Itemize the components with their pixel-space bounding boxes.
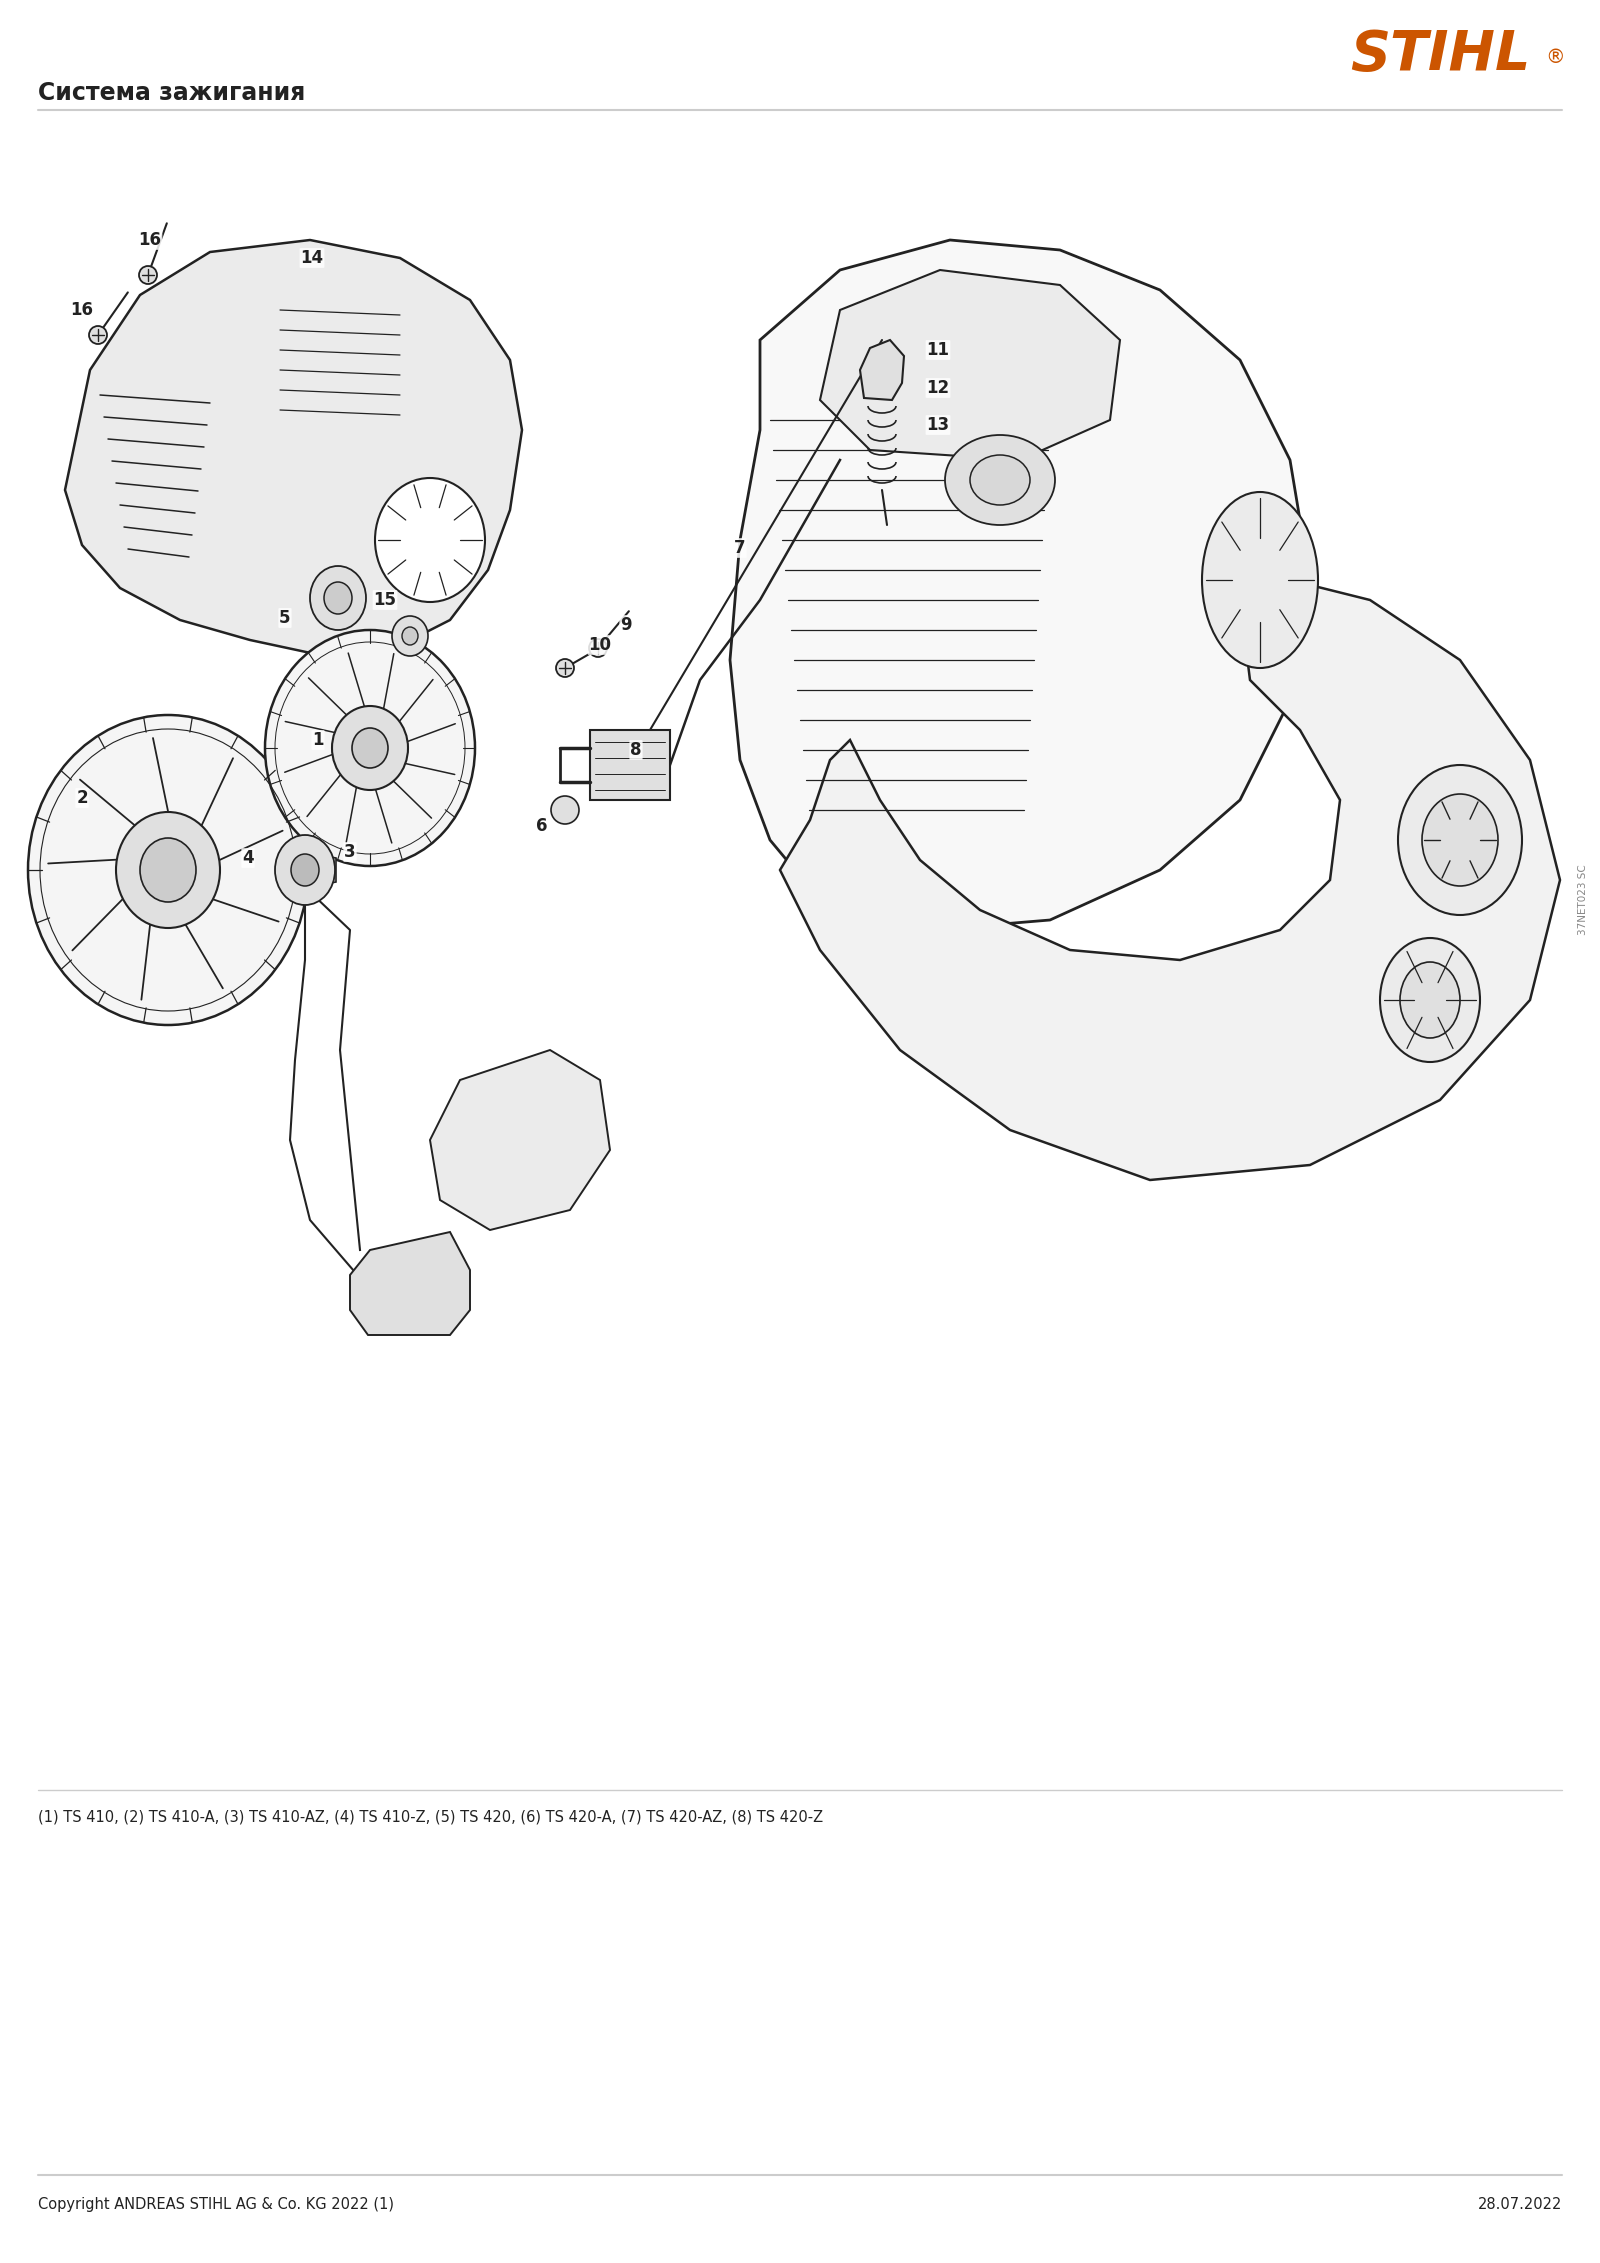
Text: 28.07.2022: 28.07.2022 — [1478, 2197, 1562, 2211]
Text: 15: 15 — [373, 591, 397, 609]
Text: 8: 8 — [630, 740, 642, 758]
Text: 14: 14 — [301, 249, 323, 267]
Polygon shape — [66, 240, 522, 654]
Polygon shape — [819, 269, 1120, 459]
Circle shape — [589, 638, 606, 656]
Text: (1) TS 410, (2) TS 410-A, (3) TS 410-AZ, (4) TS 410-Z, (5) TS 420, (6) TS 420-A,: (1) TS 410, (2) TS 410-A, (3) TS 410-AZ,… — [38, 1810, 822, 1824]
Ellipse shape — [29, 715, 307, 1025]
Polygon shape — [730, 240, 1310, 930]
Text: 2: 2 — [77, 790, 88, 808]
Text: 3: 3 — [344, 844, 355, 860]
Ellipse shape — [1400, 962, 1459, 1039]
Text: 16: 16 — [139, 231, 162, 249]
Ellipse shape — [1398, 765, 1522, 914]
Ellipse shape — [374, 477, 485, 602]
Polygon shape — [430, 1050, 610, 1231]
Ellipse shape — [275, 835, 334, 905]
Ellipse shape — [392, 616, 429, 656]
Ellipse shape — [1202, 491, 1318, 668]
Circle shape — [557, 659, 574, 677]
Text: 10: 10 — [589, 636, 611, 654]
Text: Copyright ANDREAS STIHL AG & Co. KG 2022 (1): Copyright ANDREAS STIHL AG & Co. KG 2022… — [38, 2197, 394, 2211]
Ellipse shape — [402, 627, 418, 645]
Ellipse shape — [141, 837, 195, 903]
Text: 16: 16 — [70, 301, 93, 319]
Text: 6: 6 — [536, 817, 547, 835]
Text: STIHL: STIHL — [1350, 27, 1530, 81]
Text: 37NET023 SC: 37NET023 SC — [1578, 864, 1587, 935]
Polygon shape — [781, 579, 1560, 1179]
Text: 5: 5 — [280, 609, 291, 627]
Ellipse shape — [352, 729, 387, 767]
Ellipse shape — [970, 455, 1030, 505]
Ellipse shape — [946, 434, 1054, 525]
Text: 11: 11 — [926, 342, 949, 360]
Ellipse shape — [323, 582, 352, 613]
Ellipse shape — [291, 853, 318, 887]
Circle shape — [139, 267, 157, 283]
Text: 1: 1 — [312, 731, 323, 749]
Text: Система зажигания: Система зажигания — [38, 81, 306, 104]
Ellipse shape — [1379, 937, 1480, 1061]
Ellipse shape — [266, 629, 475, 867]
Text: 4: 4 — [242, 849, 254, 867]
Ellipse shape — [310, 566, 366, 629]
Ellipse shape — [1422, 794, 1498, 887]
Text: 12: 12 — [926, 378, 949, 396]
Polygon shape — [861, 339, 904, 401]
Ellipse shape — [115, 812, 221, 928]
Polygon shape — [302, 851, 336, 887]
Circle shape — [90, 326, 107, 344]
Text: 9: 9 — [621, 616, 632, 634]
Polygon shape — [590, 731, 670, 801]
Ellipse shape — [333, 706, 408, 790]
Ellipse shape — [550, 797, 579, 824]
Text: 7: 7 — [734, 539, 746, 557]
Text: ®: ® — [1546, 48, 1565, 68]
Polygon shape — [350, 1231, 470, 1335]
Text: 13: 13 — [926, 416, 949, 434]
